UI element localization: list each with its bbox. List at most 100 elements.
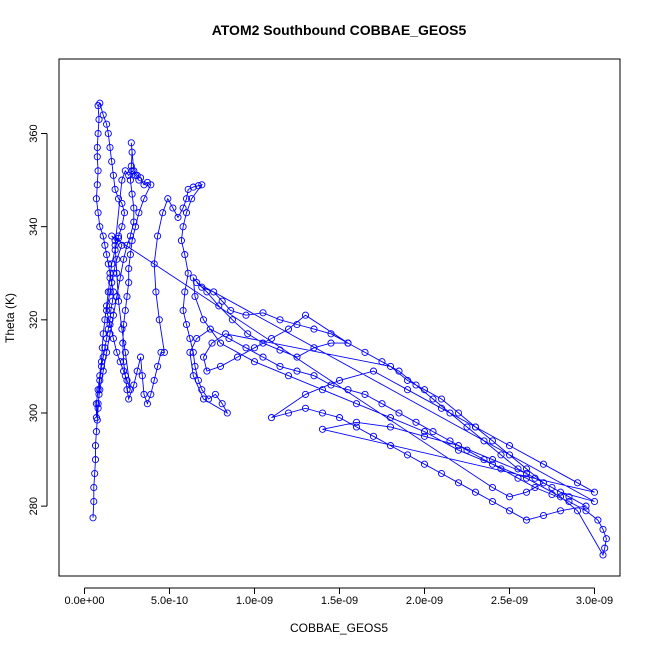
data-point bbox=[96, 386, 104, 394]
data-point bbox=[429, 428, 437, 436]
data-point bbox=[194, 376, 202, 384]
data-point bbox=[259, 353, 267, 361]
data-point bbox=[218, 400, 226, 408]
data-point bbox=[250, 358, 259, 366]
data-point bbox=[420, 432, 429, 440]
data-point bbox=[109, 311, 117, 319]
data-point bbox=[378, 400, 386, 408]
data-point bbox=[276, 316, 284, 324]
data-point bbox=[114, 297, 123, 305]
data-point bbox=[318, 409, 327, 417]
data-point bbox=[310, 344, 318, 352]
data-point bbox=[395, 367, 403, 375]
data-point bbox=[179, 223, 187, 231]
data-point bbox=[293, 367, 301, 375]
data-point bbox=[99, 232, 107, 240]
data-point bbox=[454, 409, 463, 417]
data-point bbox=[135, 209, 143, 217]
data-point bbox=[454, 479, 463, 487]
data-point bbox=[198, 181, 206, 189]
data-point bbox=[386, 362, 395, 370]
data-point bbox=[123, 376, 131, 384]
data-point bbox=[216, 339, 225, 347]
data-point bbox=[412, 418, 420, 426]
data-point bbox=[327, 339, 335, 347]
data-point bbox=[123, 241, 131, 249]
data-point bbox=[276, 346, 284, 354]
data-point bbox=[111, 246, 119, 254]
data-point bbox=[403, 376, 412, 384]
data-point bbox=[193, 279, 201, 287]
data-point bbox=[599, 525, 607, 533]
data-point bbox=[143, 400, 151, 408]
data-point bbox=[103, 348, 111, 356]
data-point bbox=[91, 442, 100, 450]
data-point bbox=[352, 400, 361, 408]
data-point bbox=[128, 167, 136, 175]
data-point bbox=[344, 339, 352, 347]
x-axis: 0.0e+00 5.0e-10 1.0e-09 1.5e-09 2.0e-09 2.5e-… bbox=[64, 587, 613, 607]
data-point bbox=[403, 386, 412, 394]
data-point bbox=[154, 232, 162, 240]
y-tick-label: 360 bbox=[28, 124, 40, 142]
data-point bbox=[106, 269, 114, 277]
data-point bbox=[284, 325, 293, 333]
data-point bbox=[293, 353, 301, 361]
x-tick-label: 2.5e-09 bbox=[491, 595, 528, 607]
data-point bbox=[556, 488, 565, 496]
data-point bbox=[318, 386, 327, 394]
data-point bbox=[147, 390, 155, 398]
data-point bbox=[108, 279, 116, 287]
data-point bbox=[369, 432, 378, 440]
data-point bbox=[403, 451, 412, 459]
data-point bbox=[125, 395, 133, 403]
data-point bbox=[412, 381, 420, 389]
data-point bbox=[488, 456, 497, 464]
data-point bbox=[446, 437, 454, 445]
data-point bbox=[93, 143, 101, 152]
data-point bbox=[96, 99, 104, 107]
data-point bbox=[125, 171, 133, 179]
data-point bbox=[594, 516, 602, 524]
data-point bbox=[199, 316, 208, 324]
x-tick-label: 0.0e+00 bbox=[64, 595, 104, 607]
data-point bbox=[437, 404, 446, 412]
data-point bbox=[93, 181, 101, 189]
y-axis: 280 300 320 340 360 bbox=[28, 124, 48, 515]
data-point bbox=[118, 176, 126, 184]
data-point bbox=[539, 460, 548, 468]
data-point bbox=[227, 306, 235, 315]
data-point bbox=[103, 251, 111, 259]
data-point bbox=[90, 483, 98, 492]
data-point bbox=[106, 274, 114, 282]
data-point bbox=[480, 456, 488, 464]
data-point bbox=[126, 232, 134, 240]
data-point bbox=[99, 367, 107, 375]
data-point bbox=[177, 237, 185, 245]
data-point bbox=[361, 348, 369, 356]
data-point bbox=[522, 469, 531, 478]
data-point bbox=[198, 283, 206, 291]
data-point bbox=[522, 474, 531, 482]
data-point bbox=[267, 334, 276, 343]
data-point bbox=[446, 409, 454, 417]
data-point bbox=[130, 218, 138, 226]
data-point bbox=[125, 279, 133, 287]
data-point bbox=[120, 358, 128, 366]
x-tick-label: 3.0e-09 bbox=[576, 595, 613, 607]
data-point bbox=[590, 488, 599, 496]
data-point bbox=[116, 358, 124, 366]
data-point bbox=[215, 302, 223, 310]
y-axis-label: Theta (K) bbox=[3, 293, 17, 343]
data-point bbox=[137, 353, 145, 361]
data-point bbox=[98, 344, 106, 352]
data-point bbox=[99, 111, 107, 119]
data-point bbox=[90, 497, 98, 506]
data-point bbox=[369, 367, 378, 375]
data-point bbox=[250, 344, 259, 352]
data-point bbox=[106, 288, 114, 296]
data-point bbox=[205, 395, 213, 403]
y-tick-label: 340 bbox=[28, 217, 40, 235]
chart-title: ATOM2 Southbound COBBAE_GEOS5 bbox=[212, 22, 467, 38]
